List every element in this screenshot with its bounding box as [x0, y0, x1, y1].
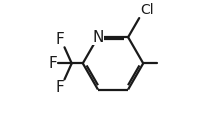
- Text: F: F: [55, 80, 64, 95]
- Text: F: F: [49, 56, 58, 71]
- Text: Cl: Cl: [140, 4, 154, 18]
- Text: F: F: [55, 32, 64, 47]
- Text: N: N: [92, 30, 104, 45]
